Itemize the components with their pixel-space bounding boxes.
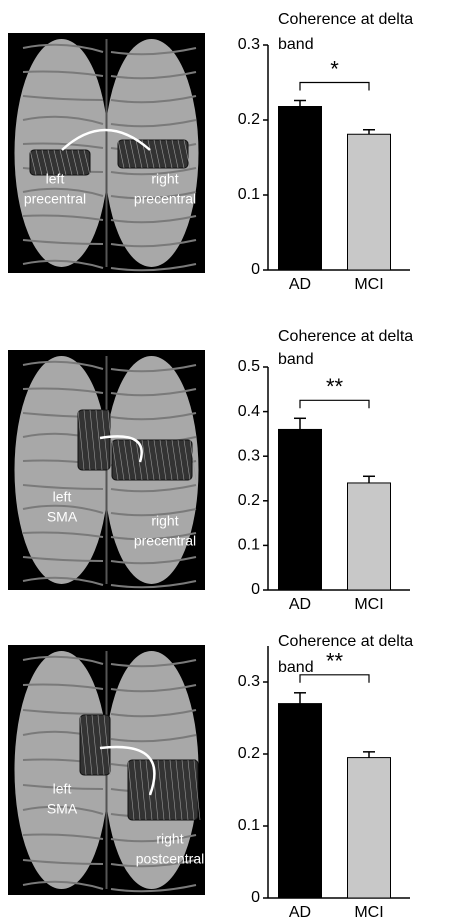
x-tick-label: AD	[289, 276, 311, 293]
y-tick-label: 0.3	[238, 36, 260, 53]
bar	[279, 107, 322, 271]
bar	[348, 758, 391, 898]
y-tick-label: 0	[251, 261, 260, 278]
chart-title: band	[278, 351, 314, 368]
chart-title: Coherence at delta	[278, 633, 413, 650]
y-tick-label: 0.1	[238, 537, 260, 554]
mesh-region	[112, 440, 192, 480]
chart-title: band	[278, 36, 314, 53]
bar	[348, 134, 391, 270]
significance-marker: *	[330, 56, 339, 81]
bar	[279, 429, 322, 590]
y-tick-label: 0.3	[238, 673, 260, 690]
brain-label: left	[46, 171, 65, 187]
brain-label: precentral	[134, 533, 196, 549]
brain-label: postcentral	[136, 851, 204, 867]
brain-label: SMA	[47, 801, 78, 817]
brain-label: left	[53, 781, 72, 797]
brain-label: left	[53, 489, 72, 505]
x-tick-label: MCI	[354, 904, 383, 921]
chart-title: band	[278, 659, 314, 676]
y-tick-label: 0.1	[238, 186, 260, 203]
y-tick-label: 0.5	[238, 358, 260, 375]
brain-label: precentral	[24, 191, 86, 207]
significance-marker: **	[326, 374, 344, 399]
significance-marker: **	[326, 649, 344, 674]
significance-bracket	[300, 83, 369, 91]
significance-bracket	[300, 400, 369, 408]
bar	[279, 704, 322, 898]
x-tick-label: AD	[289, 904, 311, 921]
figure: left precentral right precentral Coherence a…	[0, 0, 461, 922]
brain-label: right	[151, 513, 178, 529]
y-tick-label: 0.4	[238, 403, 260, 420]
brain-label: right	[156, 831, 183, 847]
bar	[348, 483, 391, 590]
chart-title: Coherence at delta	[278, 11, 413, 28]
y-tick-label: 0.2	[238, 745, 260, 762]
brain-label: right	[151, 171, 178, 187]
y-tick-label: 0	[251, 581, 260, 598]
chart-title: Coherence at delta	[278, 328, 413, 345]
y-tick-label: 0.2	[238, 111, 260, 128]
y-tick-label: 0.2	[238, 492, 260, 509]
brain-label: SMA	[47, 509, 78, 525]
y-tick-label: 0.3	[238, 447, 260, 464]
y-tick-label: 0	[251, 889, 260, 906]
brain-label: precentral	[134, 191, 196, 207]
y-tick-label: 0.1	[238, 817, 260, 834]
x-tick-label: MCI	[354, 276, 383, 293]
x-tick-label: MCI	[354, 596, 383, 613]
x-tick-label: AD	[289, 596, 311, 613]
